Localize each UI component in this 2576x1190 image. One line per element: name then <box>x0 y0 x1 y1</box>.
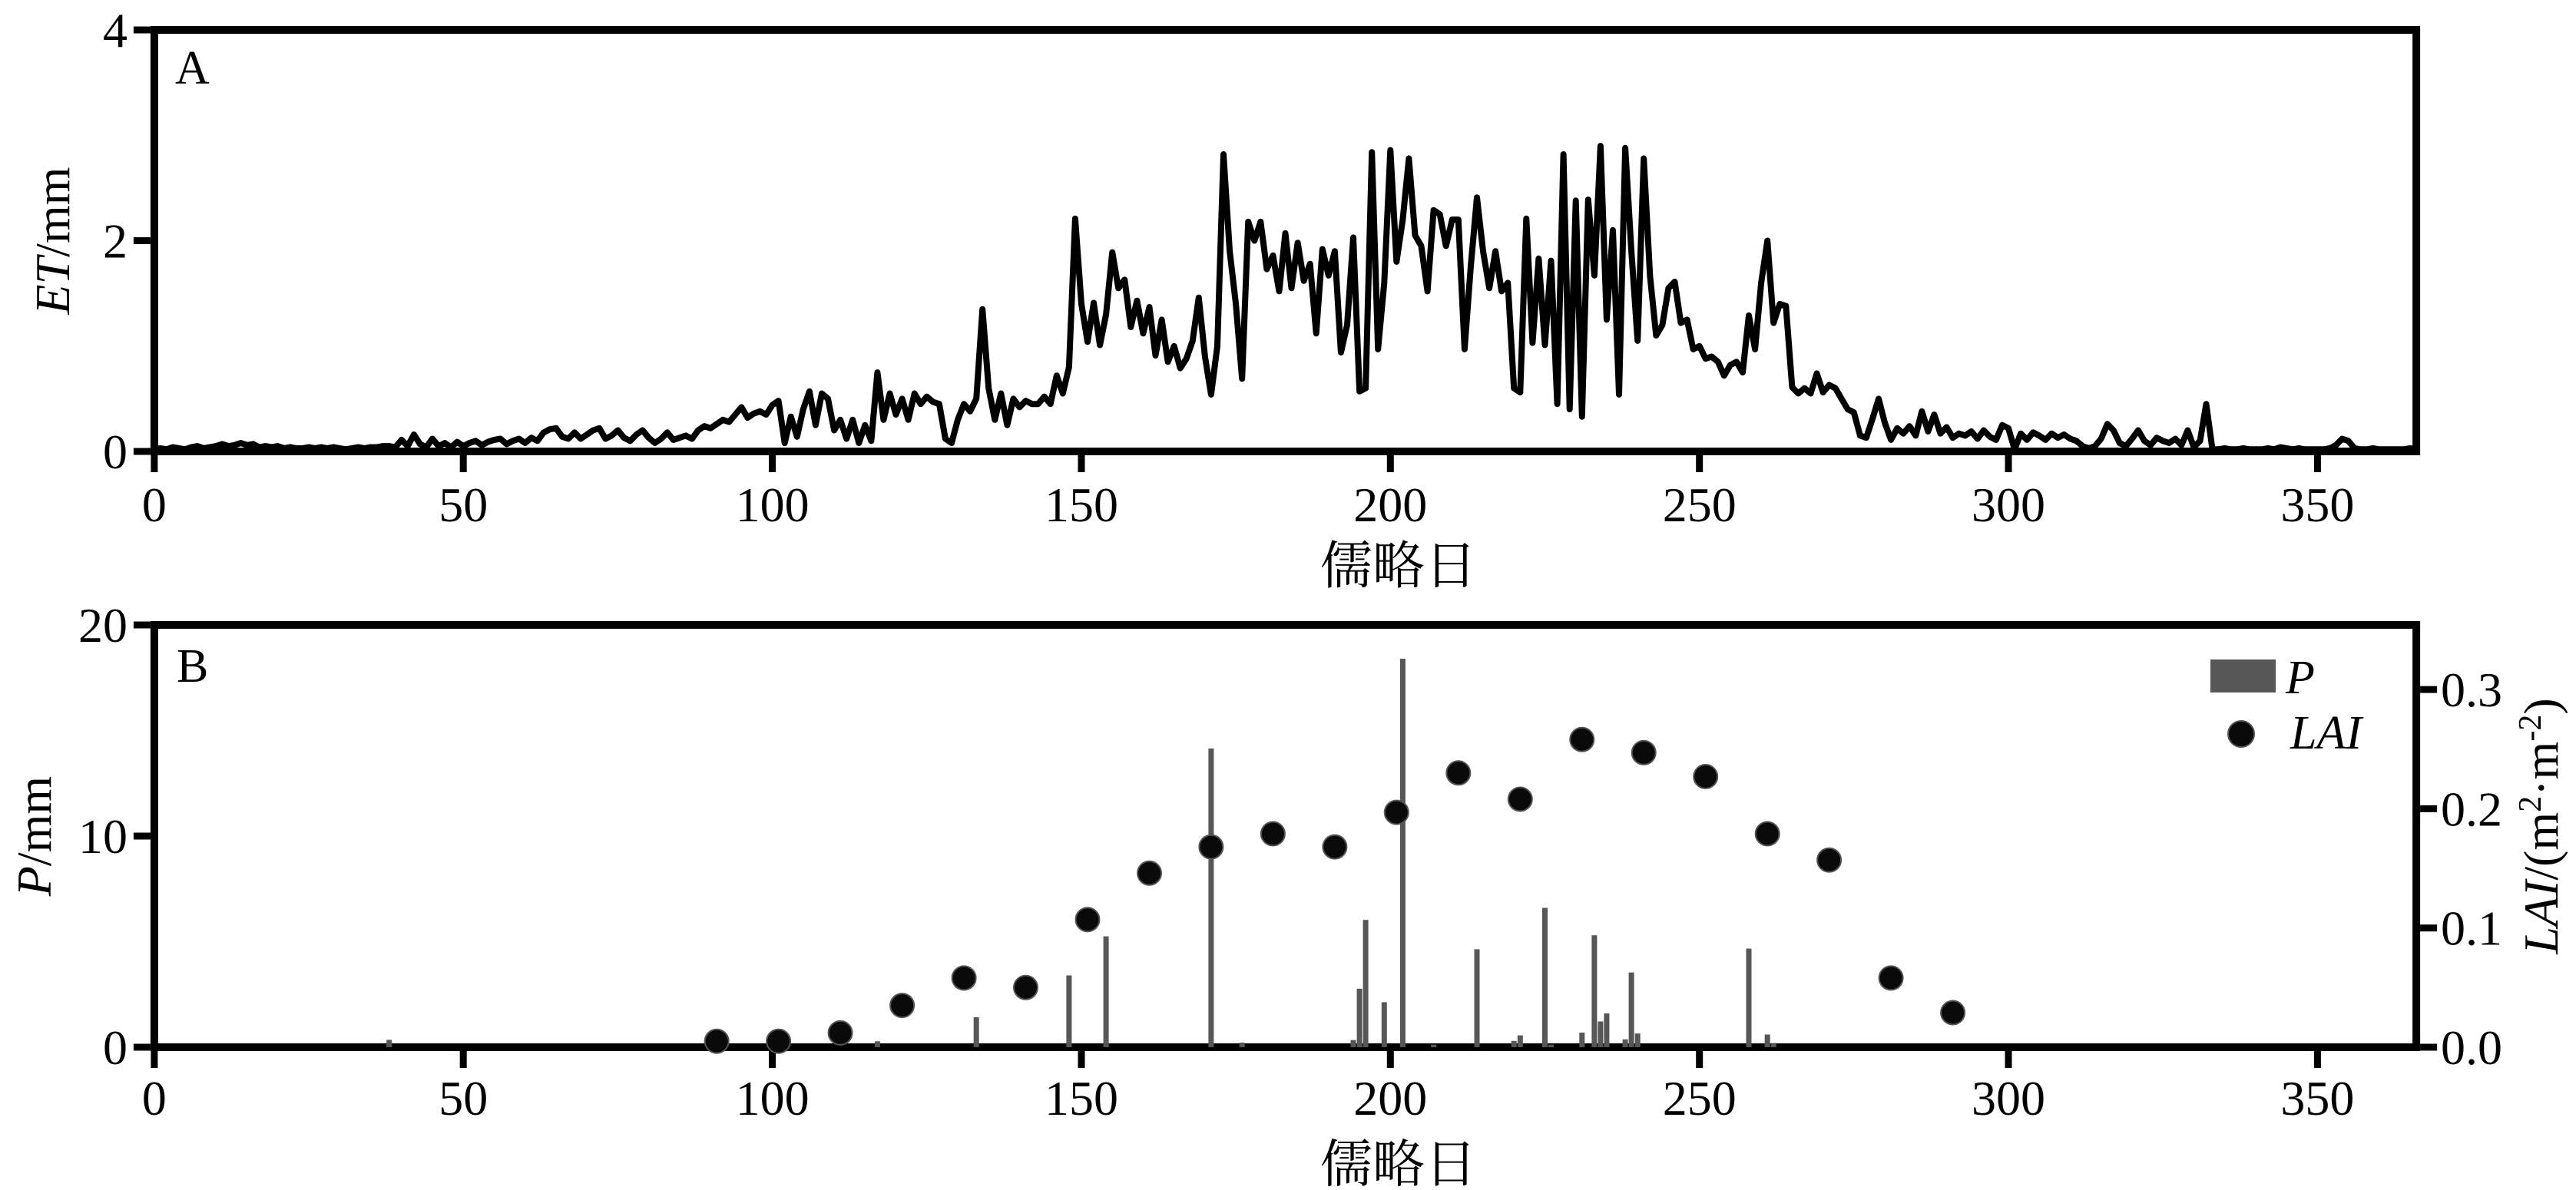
svg-text:350: 350 <box>2280 1071 2354 1126</box>
svg-text:50: 50 <box>439 478 488 532</box>
svg-text:B: B <box>177 640 208 693</box>
svg-text:0.3: 0.3 <box>2441 663 2502 717</box>
svg-text:50: 50 <box>439 1071 488 1126</box>
svg-text:0.2: 0.2 <box>2441 782 2502 836</box>
svg-text:LAI: LAI <box>2290 707 2364 759</box>
svg-text:4: 4 <box>103 3 127 58</box>
svg-text:100: 100 <box>736 478 810 532</box>
svg-text:2: 2 <box>103 214 127 269</box>
svg-text:ET/mm: ET/mm <box>25 167 80 315</box>
svg-text:350: 350 <box>2280 478 2354 532</box>
svg-text:150: 150 <box>1045 478 1118 532</box>
svg-text:0: 0 <box>103 425 127 479</box>
svg-text:0: 0 <box>103 1020 127 1075</box>
svg-text:20: 20 <box>78 598 127 653</box>
svg-text:200: 200 <box>1353 1071 1427 1126</box>
svg-text:150: 150 <box>1045 1071 1118 1126</box>
svg-text:P/mm: P/mm <box>7 776 61 897</box>
svg-text:200: 200 <box>1353 478 1427 532</box>
svg-text:0: 0 <box>142 1071 167 1126</box>
svg-text:300: 300 <box>1972 1071 2045 1126</box>
svg-text:LAI/(m2·m-2): LAI/(m2·m-2) <box>2513 698 2568 954</box>
svg-text:0: 0 <box>142 478 167 532</box>
svg-text:10: 10 <box>78 809 127 864</box>
svg-text:300: 300 <box>1972 478 2045 532</box>
svg-text:250: 250 <box>1663 478 1737 532</box>
svg-text:0.0: 0.0 <box>2441 1020 2502 1075</box>
svg-text:A: A <box>175 42 210 94</box>
svg-text:100: 100 <box>736 1071 810 1126</box>
svg-text:P: P <box>2285 652 2315 704</box>
svg-text:250: 250 <box>1663 1071 1737 1126</box>
svg-text:0.1: 0.1 <box>2441 901 2502 956</box>
